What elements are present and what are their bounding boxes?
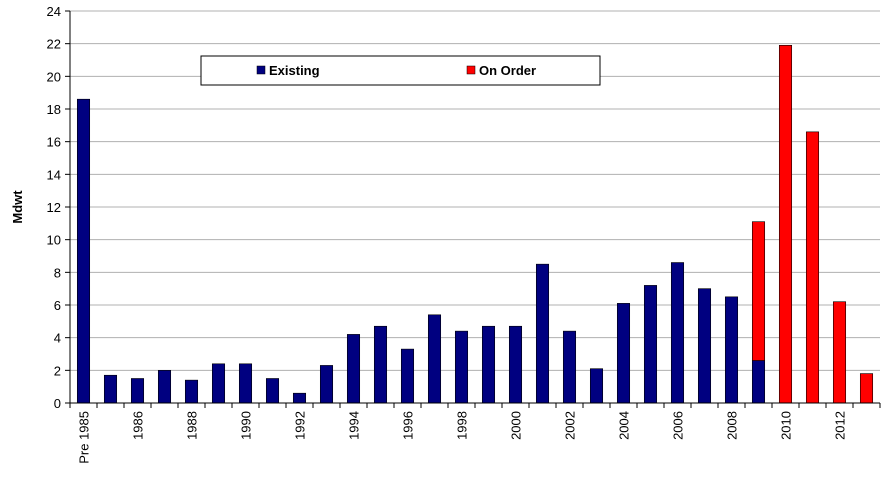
bar <box>265 378 280 404</box>
bar <box>589 368 604 404</box>
legend-swatch <box>466 65 476 75</box>
bar <box>292 392 307 404</box>
x-tick-label: 1990 <box>239 411 254 440</box>
bar <box>454 330 469 404</box>
x-tick-label: 2000 <box>509 411 524 440</box>
bar <box>535 263 550 404</box>
bar <box>184 379 199 404</box>
legend: Existing On Order <box>200 55 601 86</box>
x-tick-label: 2004 <box>617 411 632 440</box>
x-tick-label: 2012 <box>833 411 848 440</box>
x-tick-label: 1998 <box>455 411 470 440</box>
x-tick-label: 1988 <box>185 411 200 440</box>
bar <box>562 330 577 404</box>
y-axis-label: Mdwt <box>10 190 25 224</box>
x-tick-label: 1996 <box>401 411 416 440</box>
bar <box>832 301 847 404</box>
y-tick-label: 20 <box>47 69 61 84</box>
bar <box>400 348 415 404</box>
y-tick-label: 6 <box>54 298 61 313</box>
bar <box>778 44 793 404</box>
bar <box>616 303 631 404</box>
x-tick-label: 2008 <box>725 411 740 440</box>
bar <box>751 360 766 404</box>
legend-label: Existing <box>269 63 320 78</box>
y-tick-label: 8 <box>54 265 61 280</box>
bar <box>103 374 118 404</box>
x-tick-label: Pre 1985 <box>77 411 92 464</box>
y-tick-label: 2 <box>54 363 61 378</box>
x-tick-label: 1986 <box>131 411 146 440</box>
bar <box>724 296 739 404</box>
bar <box>427 314 442 404</box>
y-tick-label: 16 <box>47 135 61 150</box>
x-tick-label: 2002 <box>563 411 578 440</box>
y-tick-label: 22 <box>47 37 61 52</box>
y-tick-label: 24 <box>47 4 61 19</box>
bar <box>508 325 523 404</box>
x-tick-label: 1992 <box>293 411 308 440</box>
bar <box>211 363 226 404</box>
y-tick-label: 0 <box>54 396 61 411</box>
x-tick-label: 1994 <box>347 411 362 440</box>
bar <box>157 370 172 404</box>
bar <box>805 131 820 404</box>
bar <box>481 325 496 404</box>
bar <box>859 373 874 404</box>
bar <box>319 365 334 404</box>
bar <box>130 378 145 404</box>
y-tick-label: 4 <box>54 331 61 346</box>
y-tick-label: 12 <box>47 200 61 215</box>
y-tick-label: 18 <box>47 102 61 117</box>
bar <box>373 325 388 404</box>
y-tick-label: 10 <box>47 233 61 248</box>
bar <box>76 98 91 404</box>
bar <box>238 363 253 404</box>
x-tick-label: 2010 <box>779 411 794 440</box>
y-tick-label: 14 <box>47 167 61 182</box>
legend-box <box>200 55 601 86</box>
bar <box>697 288 712 404</box>
bar <box>643 285 658 404</box>
bar <box>670 262 685 404</box>
bar <box>346 334 361 404</box>
legend-label: On Order <box>479 63 536 78</box>
x-tick-label: 2006 <box>671 411 686 440</box>
bar <box>751 221 766 361</box>
legend-swatch <box>256 65 266 75</box>
